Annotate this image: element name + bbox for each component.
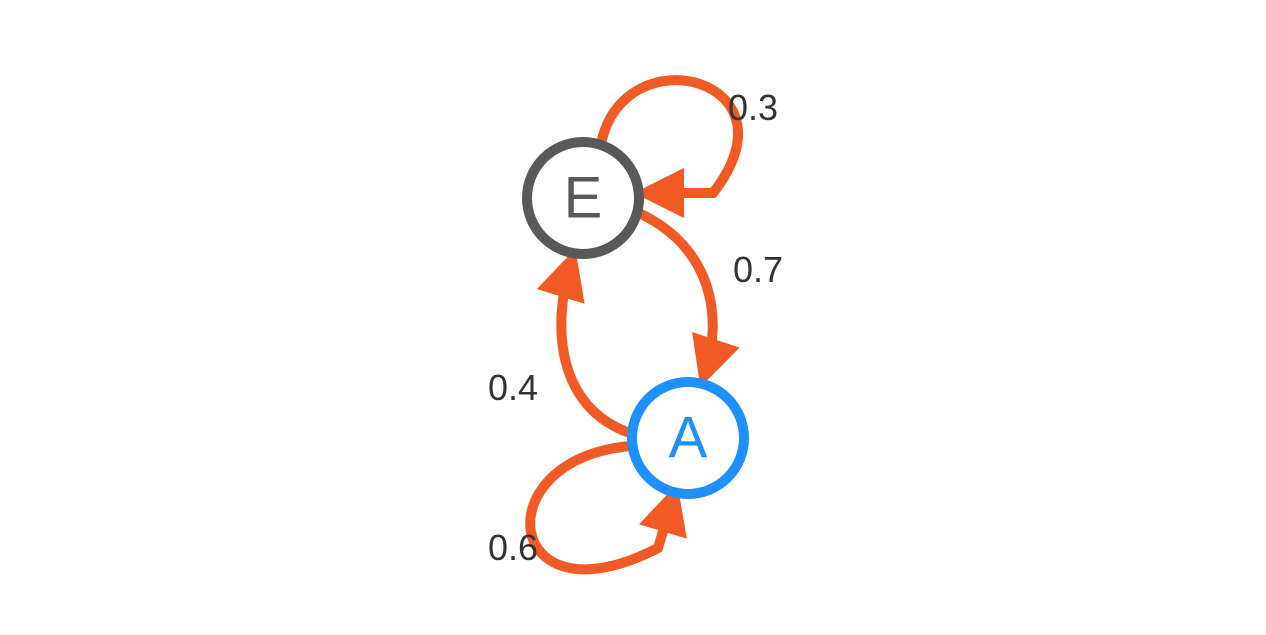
edge-E-to-A	[639, 213, 713, 373]
state-diagram: E A 0.3 0.7 0.4 0.6	[383, 18, 883, 618]
node-A-circle	[632, 382, 744, 494]
node-E-circle	[527, 142, 639, 254]
diagram-svg	[383, 18, 883, 618]
edge-A-to-E	[561, 263, 630, 433]
